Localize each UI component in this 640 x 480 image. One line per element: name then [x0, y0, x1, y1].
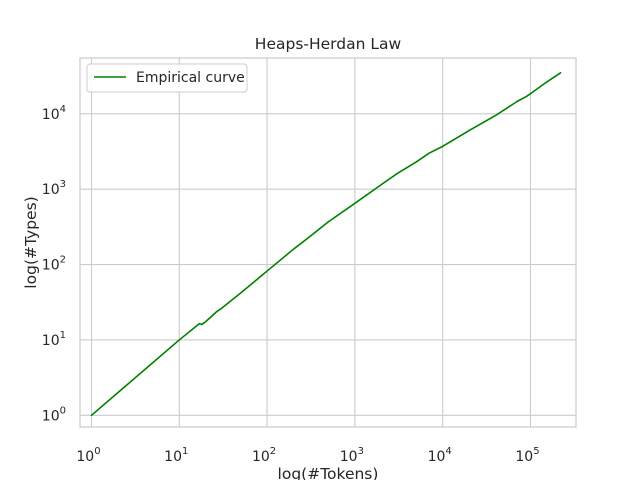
y-tick-label: 102 [42, 255, 66, 274]
x-tick-exponent: 0 [94, 446, 100, 457]
y-tick-base: 10 [42, 408, 60, 424]
legend: Empirical curve [86, 63, 248, 93]
legend-box [86, 63, 248, 93]
y-tick-base: 10 [42, 182, 60, 198]
x-tick-labels: 100 101 102 103 104 105 [76, 446, 539, 465]
x-tick-exponent: 2 [270, 446, 276, 457]
y-tick-exponent: 3 [60, 179, 66, 190]
y-tick-exponent: 1 [60, 330, 66, 341]
series-line-empirical-curve [90, 72, 562, 417]
y-tick-label: 100 [42, 405, 66, 424]
x-tick-label: 101 [164, 446, 188, 465]
y-tick-label: 101 [42, 330, 66, 349]
series-layer [90, 72, 562, 417]
grid [80, 58, 576, 427]
plot-area [80, 58, 576, 427]
y-tick-exponent: 4 [60, 104, 66, 115]
chart-title: Heaps-Herdan Law [255, 35, 402, 53]
x-tick-label: 103 [340, 446, 364, 465]
x-tick-label: 105 [515, 446, 539, 465]
x-tick-exponent: 4 [445, 446, 451, 457]
y-tick-exponent: 2 [60, 255, 66, 266]
x-tick-base: 10 [252, 449, 270, 465]
x-tick-label: 102 [252, 446, 276, 465]
x-tick-base: 10 [340, 449, 358, 465]
y-tick-label: 103 [42, 179, 66, 198]
x-axis-label: log(#Tokens) [278, 465, 379, 480]
y-tick-label: 104 [42, 104, 66, 123]
x-tick-base: 10 [76, 449, 94, 465]
x-tick-exponent: 3 [358, 446, 364, 457]
legend-label: Empirical curve [136, 70, 245, 86]
y-tick-base: 10 [42, 107, 60, 123]
x-tick-base: 10 [428, 449, 446, 465]
x-tick-label: 104 [428, 446, 452, 465]
y-tick-exponent: 0 [60, 405, 66, 416]
y-tick-base: 10 [42, 333, 60, 349]
axes-frame [79, 57, 577, 428]
y-tick-base: 10 [42, 258, 60, 274]
x-tick-exponent: 5 [533, 446, 539, 457]
x-tick-base: 10 [515, 449, 533, 465]
x-tick-label: 100 [76, 446, 100, 465]
x-tick-exponent: 1 [182, 446, 188, 457]
x-tick-base: 10 [164, 449, 182, 465]
y-axis-label: log(#Types) [22, 196, 40, 288]
